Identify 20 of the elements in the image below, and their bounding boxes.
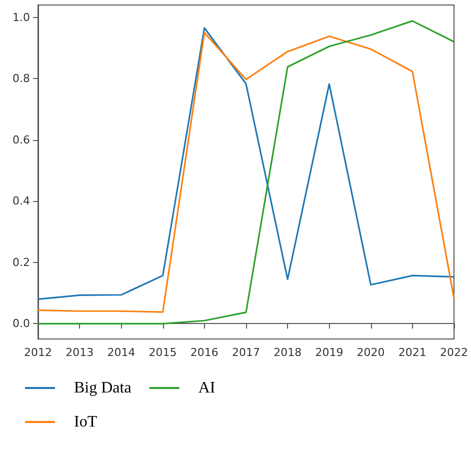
x-tick-label: 2015: [148, 346, 177, 359]
legend-label: AI: [198, 380, 216, 396]
x-tick-label: 2013: [66, 346, 94, 359]
x-tick-label: 2019: [315, 346, 344, 359]
legend-label: Big Data: [74, 380, 132, 396]
y-tick-label: 0.2: [12, 256, 30, 269]
y-tick-label: 0.4: [12, 194, 30, 208]
x-tick-label: 2020: [356, 346, 385, 359]
x-tick-label: 2017: [232, 346, 260, 359]
x-tick-label: 2016: [190, 346, 218, 359]
y-tick-label: 1.0: [12, 10, 30, 24]
x-tick-label: 2012: [24, 346, 52, 359]
y-tick-label: 0.6: [12, 133, 30, 146]
x-tick-label: 2021: [398, 346, 426, 359]
x-tick-label: 2018: [274, 346, 302, 359]
x-tick-label: 2022: [440, 346, 468, 359]
y-tick-label: 0.0: [12, 317, 30, 330]
x-tick-label: 2014: [107, 346, 136, 359]
legend-label: IoT: [74, 414, 98, 430]
y-tick-label: 0.8: [12, 72, 30, 86]
